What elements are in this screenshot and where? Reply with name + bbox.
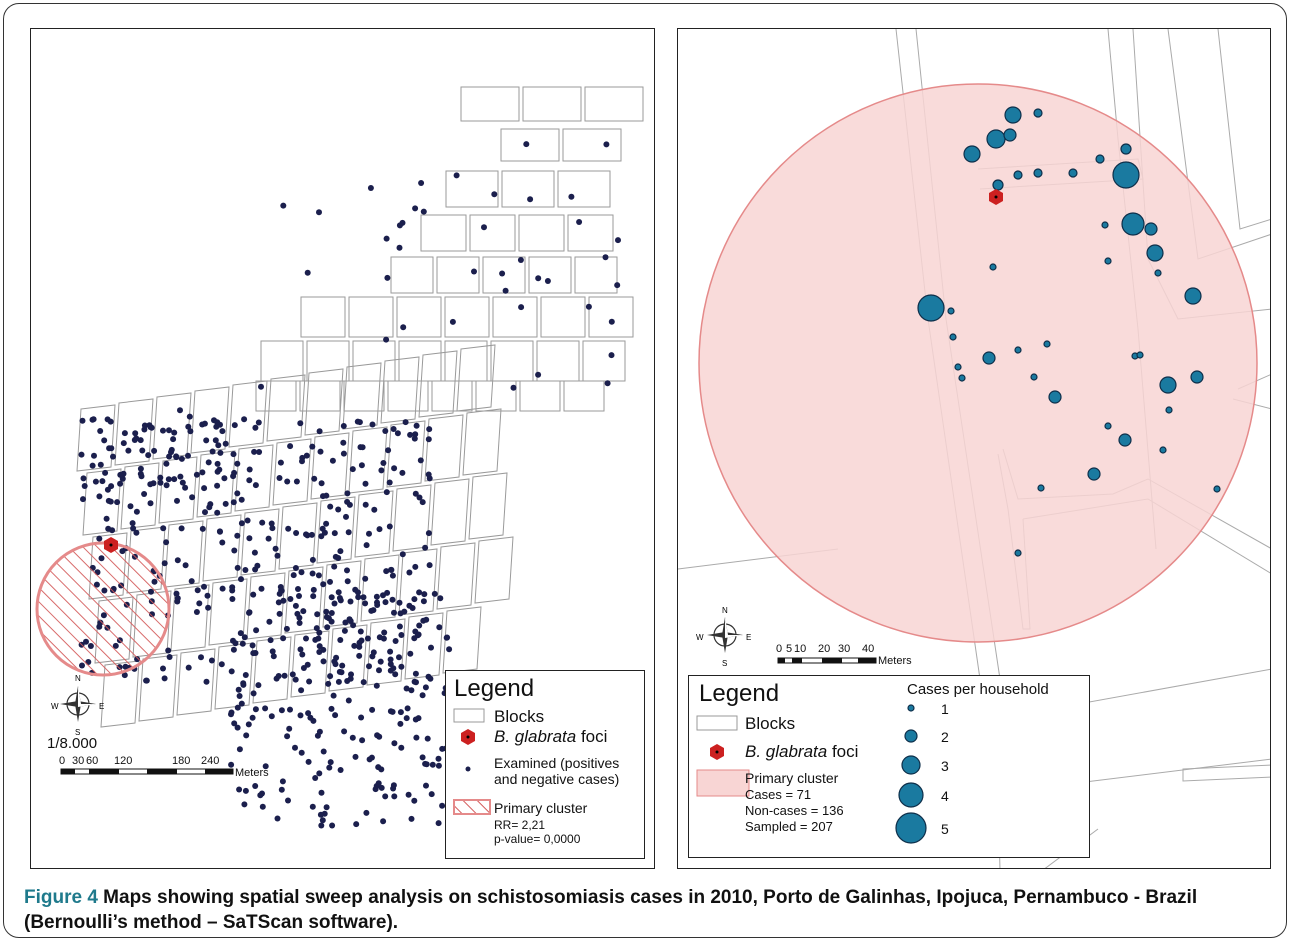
- scale-tick-60: 60: [86, 755, 99, 767]
- scale-tick-180: 180: [172, 755, 191, 767]
- size-legend-title: Cases per household: [907, 681, 1049, 698]
- cluster-swatch: [696, 769, 750, 797]
- legend-examined-2: and negative cases): [494, 771, 620, 787]
- figure-caption: Figure 4 Maps showing spatial sweep anal…: [24, 885, 1264, 935]
- scale-tick-240: 240: [201, 755, 220, 767]
- scale-ratio: 1/8.000: [47, 735, 98, 752]
- scale-tick-30: 30: [72, 755, 85, 767]
- left-legend: Legend Blocks B. glabrata foci Examined …: [445, 670, 645, 859]
- size-label-1: 1: [941, 701, 949, 717]
- scale-tick-10: 10: [794, 643, 807, 655]
- legend-noncases: Non-cases = 136: [745, 803, 844, 818]
- size-legend-circles: [895, 704, 927, 844]
- cluster-swatch: [453, 799, 491, 815]
- size-label-4: 4: [941, 788, 949, 804]
- figure-frame: [3, 3, 1287, 938]
- scale-tick-120: 120: [114, 755, 133, 767]
- legend-sampled: Sampled = 207: [745, 819, 833, 834]
- legend-cluster: Primary cluster: [494, 800, 588, 816]
- legend-foci: B. glabrata foci: [745, 742, 859, 761]
- case-circles: [917, 106, 1221, 557]
- scale-unit: Meters: [235, 767, 269, 779]
- left-map-canvas: N S E W: [35, 86, 644, 829]
- legend-pvalue: p-value= 0,0000: [494, 832, 581, 846]
- size-label-2: 2: [941, 729, 949, 745]
- compass-w: W: [696, 633, 704, 642]
- right-legend: Legend Blocks B. glabrata foci Primary c…: [688, 675, 1090, 858]
- compass-e: E: [746, 633, 751, 642]
- right-map-canvas: N S E W: [678, 29, 1270, 868]
- legend-title: Legend: [454, 675, 535, 702]
- legend-blocks: Blocks: [745, 714, 796, 733]
- compass-e: E: [99, 702, 104, 711]
- scale-bar: [777, 657, 877, 664]
- legend-rr: RR= 2,21: [494, 818, 546, 832]
- scale-tick-40: 40: [862, 643, 875, 655]
- compass-rose-icon: [707, 617, 743, 653]
- compass-n: N: [722, 606, 728, 615]
- scale-tick-20: 20: [818, 643, 831, 655]
- compass-n: N: [75, 674, 81, 683]
- size-label-3: 3: [941, 758, 949, 774]
- size-label-5: 5: [941, 821, 949, 837]
- compass-rose-icon: [60, 686, 96, 722]
- compass-s: S: [75, 728, 80, 737]
- legend-cluster: Primary cluster: [745, 770, 839, 786]
- scale-tick-5: 5: [786, 643, 793, 655]
- scale-unit: Meters: [878, 655, 912, 667]
- legend-cases: Cases = 71: [745, 787, 812, 802]
- scale-tick-30: 30: [838, 643, 851, 655]
- compass-w: W: [51, 702, 59, 711]
- scale-tick-0: 0: [776, 643, 783, 655]
- examined-swatch: [465, 766, 471, 772]
- block-outlines: [76, 86, 644, 728]
- legend-title: Legend: [699, 680, 780, 707]
- legend-blocks: Blocks: [494, 707, 545, 726]
- legend-examined-1: Examined (positives: [494, 755, 620, 771]
- left-map-panel: N S E W 1/8.000 0 30 60 120 180 240 Mete…: [30, 28, 655, 869]
- primary-cluster-circle: [698, 83, 1258, 643]
- blocks-swatch: [696, 715, 738, 731]
- scale-tick-0: 0: [59, 755, 66, 767]
- compass-s: S: [722, 659, 727, 668]
- primary-cluster-circle: [35, 541, 171, 677]
- caption-label: Figure 4: [24, 887, 98, 908]
- caption-text: Maps showing spatial sweep analysis on s…: [24, 887, 1198, 933]
- scale-bar: [60, 768, 234, 775]
- legend-foci: B. glabrata foci: [494, 727, 608, 746]
- right-map-panel: N S E W 0 5 10 20 30 40 Meters Legend: [677, 28, 1271, 869]
- blocks-swatch: [453, 708, 485, 723]
